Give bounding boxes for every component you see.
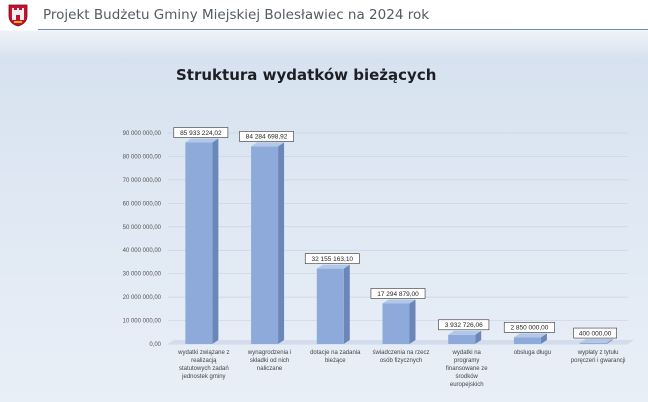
bar-top [513, 333, 547, 338]
x-category-label: wypłaty z tytułu [577, 350, 619, 356]
data-label-box [173, 127, 229, 138]
y-tick-label: 50 000 000,00 [123, 225, 162, 231]
x-category-label: świadczenia na rzecz [372, 350, 429, 356]
x-category-label: poręczeń i gwarancji [571, 358, 626, 364]
x-category-label: realizacją [191, 358, 217, 364]
y-tick-label: 20 000 000,00 [123, 295, 162, 301]
x-category-label: osób fizycznych [380, 358, 422, 364]
y-tick-label: 10 000 000,00 [123, 319, 162, 325]
x-category-label: wydatki związane z [177, 350, 229, 356]
presentation-title: Projekt Budżetu Gminy Miejskiej Bolesław… [43, 7, 430, 23]
x-category-label: finansowane ze [446, 366, 488, 372]
bar-side [606, 339, 613, 344]
bar-top [316, 264, 350, 269]
data-label-box [304, 253, 360, 264]
header-divider [38, 29, 648, 30]
x-category-label: bieżące [325, 358, 346, 364]
data-label: 400 000,00 [579, 330, 612, 337]
data-label: 2 850 000,00 [510, 325, 548, 332]
x-category-label: składki od nich [250, 358, 289, 364]
y-tick-label: 60 000 000,00 [123, 201, 162, 207]
bar-side [212, 138, 219, 344]
bar [316, 268, 344, 344]
data-label-box [503, 322, 555, 333]
bar-side [278, 142, 285, 344]
data-label-box [438, 319, 490, 331]
bar-side [409, 299, 416, 344]
data-label: 3 932 726,06 [445, 322, 483, 329]
x-category-label: statutowych zadań [179, 366, 229, 372]
x-category-label: dotacje na zadania [310, 350, 361, 356]
bar-side [475, 330, 482, 344]
data-label: 84 284 698,92 [246, 134, 288, 141]
y-tick-label: 0,00 [149, 342, 161, 348]
y-tick-label: 90 000 000,00 [123, 131, 162, 137]
x-category-label: naliczane [257, 366, 283, 372]
bar-top [448, 330, 482, 335]
x-category-label: wydatki na [452, 350, 482, 356]
data-label: 32 155 163,10 [311, 256, 353, 263]
header-bar: Projekt Budżetu Gminy Miejskiej Bolesław… [0, 0, 648, 30]
data-label: 85 933 224,02 [180, 130, 222, 137]
data-label-box [370, 288, 426, 299]
bar [513, 337, 541, 344]
x-category-label: obsługa długu [514, 350, 551, 356]
bar [448, 334, 476, 344]
bar-top [382, 299, 416, 304]
y-tick-label: 80 000 000,00 [123, 154, 162, 160]
x-category-label: europejskich [450, 382, 484, 388]
y-tick-label: 30 000 000,00 [123, 272, 162, 278]
bar [185, 142, 213, 344]
bar-top [251, 142, 285, 147]
x-category-label: jednostek gminy [181, 374, 225, 380]
x-category-label: środków [456, 374, 479, 380]
y-tick-label: 70 000 000,00 [123, 178, 162, 184]
x-category-label: programy [454, 358, 479, 364]
bar-top [185, 138, 219, 143]
y-tick-label: 40 000 000,00 [123, 248, 162, 254]
data-label: 17 294 879,00 [377, 291, 419, 298]
bar [251, 146, 279, 344]
bar [382, 303, 410, 344]
city-crest-icon [8, 4, 28, 27]
data-label-box [239, 131, 294, 142]
chart-title: Struktura wydatków bieżących [176, 66, 437, 84]
bar [579, 343, 607, 344]
bar-top [579, 339, 613, 344]
x-category-label: wynagrodzenia i [247, 350, 291, 356]
data-label-box [573, 327, 617, 339]
bar-side [540, 333, 547, 344]
bar-side [343, 264, 350, 344]
